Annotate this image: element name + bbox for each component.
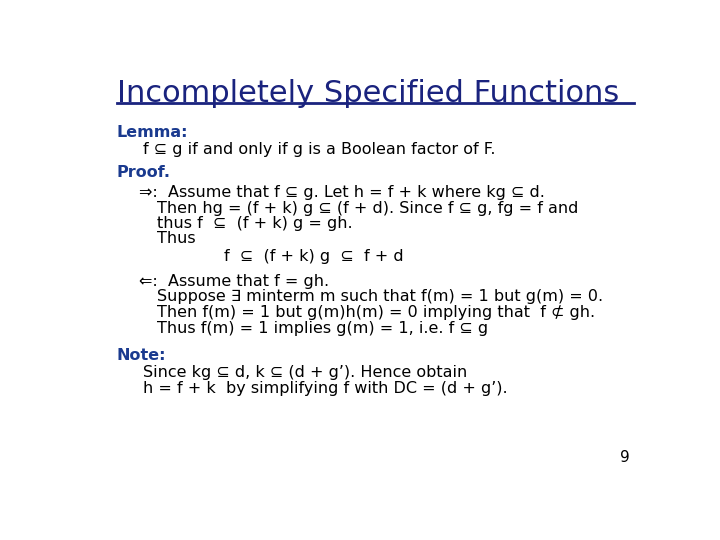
Text: f  ⊆  (f + k) g  ⊆  f + d: f ⊆ (f + k) g ⊆ f + d (224, 248, 403, 264)
Text: Incompletely Specified Functions: Incompletely Specified Functions (117, 79, 619, 109)
Text: Then hg = (f + k) g ⊆ (f + d). Since f ⊆ g, fg = f and: Then hg = (f + k) g ⊆ (f + d). Since f ⊆… (157, 201, 578, 216)
Text: ⇐:  Assume that f = gh.: ⇐: Assume that f = gh. (139, 274, 329, 288)
Text: 9: 9 (621, 450, 630, 465)
Text: Proof.: Proof. (117, 165, 171, 180)
Text: Then f(m) = 1 but g(m)h(m) = 0 implying that  f ⊄ gh.: Then f(m) = 1 but g(m)h(m) = 0 implying … (157, 305, 595, 320)
Text: ⇒:  Assume that f ⊆ g. Let h = f + k where kg ⊆ d.: ⇒: Assume that f ⊆ g. Let h = f + k wher… (139, 185, 545, 200)
Text: thus f  ⊆  (f + k) g = gh.: thus f ⊆ (f + k) g = gh. (157, 216, 353, 231)
Text: Suppose ∃ minterm m such that f(m) = 1 but g(m) = 0.: Suppose ∃ minterm m such that f(m) = 1 b… (157, 289, 603, 305)
Text: Note:: Note: (117, 348, 166, 363)
Text: Since kg ⊆ d, k ⊆ (d + g’). Hence obtain: Since kg ⊆ d, k ⊆ (d + g’). Hence obtain (143, 365, 467, 380)
Text: Lemma:: Lemma: (117, 125, 189, 140)
Text: h = f + k  by simplifying f with DC = (d + g’).: h = f + k by simplifying f with DC = (d … (143, 381, 508, 396)
Text: Thus: Thus (157, 231, 196, 246)
Text: Thus f(m) = 1 implies g(m) = 1, i.e. f ⊆ g: Thus f(m) = 1 implies g(m) = 1, i.e. f ⊆… (157, 321, 488, 335)
Text: f ⊆ g if and only if g is a Boolean factor of F.: f ⊆ g if and only if g is a Boolean fact… (143, 141, 495, 157)
